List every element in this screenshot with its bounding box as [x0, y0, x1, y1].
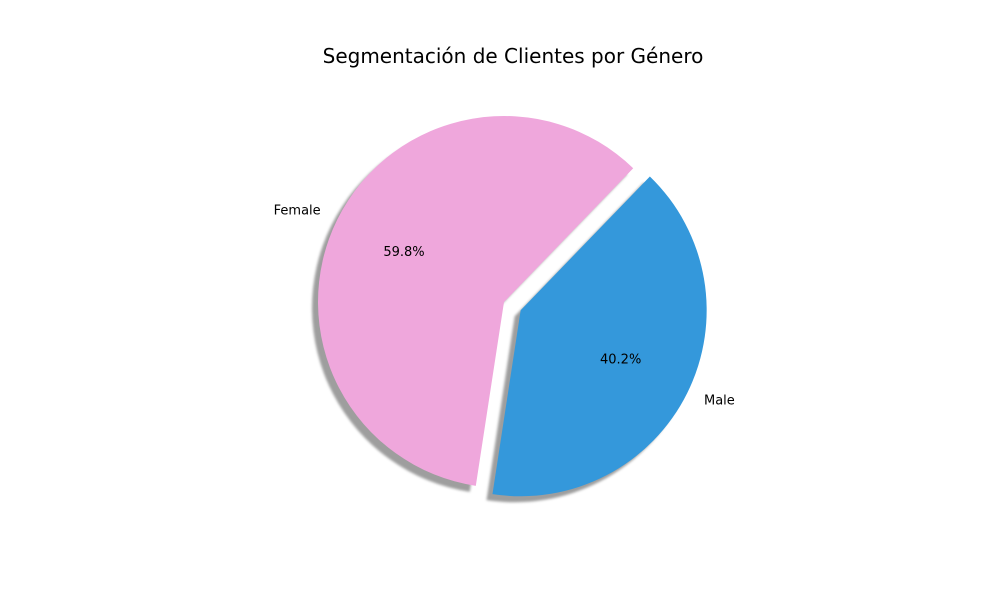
chart-title: Segmentación de Clientes por Género: [323, 44, 704, 68]
pie-slice-male: [492, 176, 707, 497]
slice-layer: [318, 116, 707, 497]
label-layer: 59.8% Female 40.2% Male: [274, 204, 735, 409]
pie-category-label-male: Male: [704, 394, 735, 409]
pie-percent-label-female: 59.8%: [383, 245, 424, 260]
pie-slice-female: [318, 116, 634, 486]
pie-percent-label-male: 40.2%: [600, 352, 641, 367]
pie-category-label-female: Female: [274, 204, 321, 219]
